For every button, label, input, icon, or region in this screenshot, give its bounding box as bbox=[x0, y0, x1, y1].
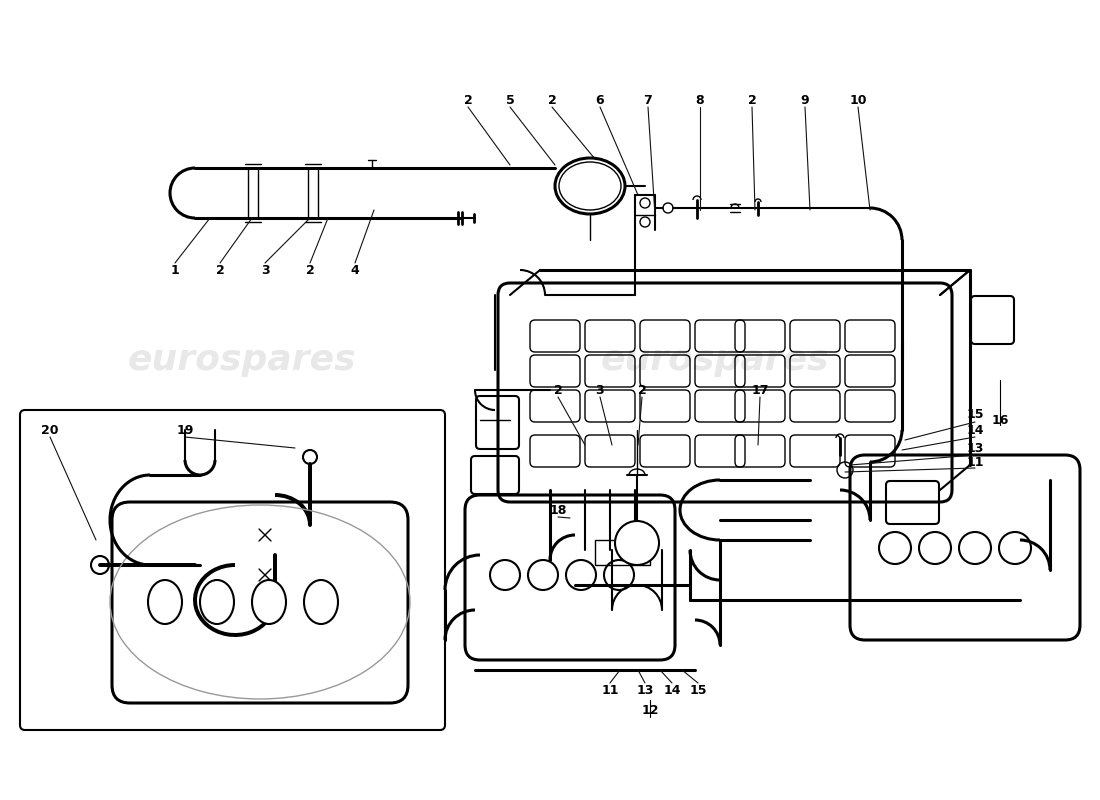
Text: 6: 6 bbox=[596, 94, 604, 106]
Text: 15: 15 bbox=[690, 683, 706, 697]
Bar bbox=[595, 540, 650, 565]
Text: 2: 2 bbox=[463, 94, 472, 106]
Text: 14: 14 bbox=[966, 423, 983, 437]
Text: 2: 2 bbox=[638, 383, 647, 397]
Text: eurospares: eurospares bbox=[128, 343, 356, 377]
Text: 2: 2 bbox=[216, 263, 224, 277]
Text: 17: 17 bbox=[751, 383, 769, 397]
Text: 8: 8 bbox=[695, 94, 704, 106]
Text: 19: 19 bbox=[176, 423, 194, 437]
Text: 12: 12 bbox=[641, 703, 659, 717]
Circle shape bbox=[615, 521, 659, 565]
Text: 20: 20 bbox=[42, 423, 58, 437]
Text: 13: 13 bbox=[966, 442, 983, 454]
Text: 2: 2 bbox=[748, 94, 757, 106]
Text: 7: 7 bbox=[644, 94, 652, 106]
Text: 4: 4 bbox=[351, 263, 360, 277]
Text: 2: 2 bbox=[306, 263, 315, 277]
Text: 13: 13 bbox=[636, 683, 653, 697]
Ellipse shape bbox=[556, 158, 625, 214]
Ellipse shape bbox=[148, 580, 182, 624]
Text: 10: 10 bbox=[849, 94, 867, 106]
Text: 9: 9 bbox=[801, 94, 810, 106]
Text: 11: 11 bbox=[602, 683, 618, 697]
Text: 16: 16 bbox=[991, 414, 1009, 426]
Text: 3: 3 bbox=[596, 383, 604, 397]
Text: 5: 5 bbox=[506, 94, 515, 106]
Text: 18: 18 bbox=[549, 503, 566, 517]
Ellipse shape bbox=[252, 580, 286, 624]
Text: 2: 2 bbox=[553, 383, 562, 397]
Ellipse shape bbox=[200, 580, 234, 624]
Text: 15: 15 bbox=[966, 409, 983, 422]
Text: 1: 1 bbox=[170, 263, 179, 277]
Ellipse shape bbox=[304, 580, 338, 624]
Text: eurospares: eurospares bbox=[601, 343, 829, 377]
Text: 2: 2 bbox=[548, 94, 557, 106]
Text: 14: 14 bbox=[663, 683, 681, 697]
Text: 11: 11 bbox=[966, 455, 983, 469]
Text: 3: 3 bbox=[261, 263, 270, 277]
